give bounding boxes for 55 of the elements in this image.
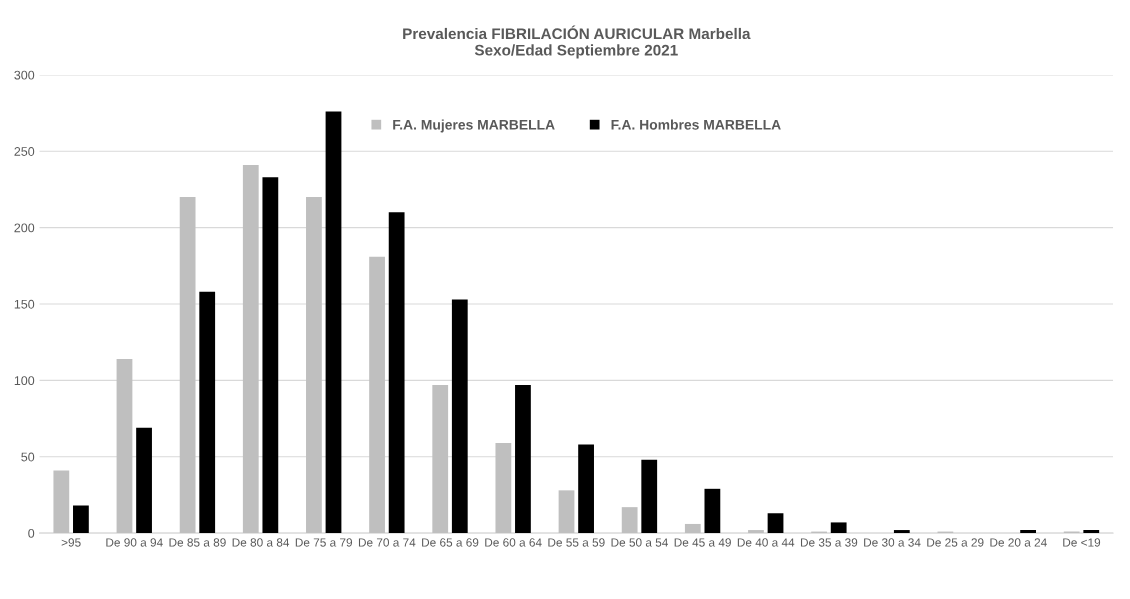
bar xyxy=(199,291,216,534)
y-tick-label: 300 xyxy=(14,70,35,80)
bar xyxy=(432,384,449,534)
bar xyxy=(621,507,638,534)
x-tick-label: De 30 a 34 xyxy=(864,538,921,547)
bar xyxy=(369,256,385,534)
bar xyxy=(830,522,847,534)
bar xyxy=(515,384,531,534)
bar xyxy=(893,530,910,534)
bar xyxy=(495,442,512,534)
x-tick-label: De 75 a 79 xyxy=(295,538,353,547)
bar xyxy=(53,470,70,534)
y-tick-label: 100 xyxy=(14,376,35,386)
bar xyxy=(73,505,89,534)
x-tick-label: De <19 xyxy=(1063,538,1101,547)
x-tick-label: De 35 a 39 xyxy=(800,538,858,547)
x-tick-label: De 80 a 84 xyxy=(232,538,290,547)
x-tick-label: De 70 a 74 xyxy=(358,538,416,547)
bar xyxy=(451,299,468,534)
x-tick-label: >95 xyxy=(61,538,81,547)
legend-label: F.A. Hombres MARBELLA xyxy=(611,119,781,130)
bar xyxy=(116,358,133,534)
bar xyxy=(1083,530,1100,534)
x-tick-label: De 45 a 49 xyxy=(674,538,731,547)
x-tick-label: De 25 a 29 xyxy=(927,538,984,547)
x-tick-label: De 40 a 44 xyxy=(737,538,795,547)
bar xyxy=(641,459,658,534)
bar xyxy=(767,513,784,534)
bar xyxy=(578,444,594,534)
bar xyxy=(179,197,196,534)
bar xyxy=(388,212,405,534)
bar xyxy=(306,197,322,534)
bar xyxy=(748,530,764,534)
legend-label: F.A. Mujeres MARBELLA xyxy=(393,119,555,133)
bar xyxy=(684,523,701,534)
y-tick-label: 200 xyxy=(14,223,35,233)
x-tick-label: De 90 a 94 xyxy=(106,538,163,547)
y-tick-label: 150 xyxy=(14,299,35,309)
x-tick-label: De 20 a 24 xyxy=(990,538,1047,547)
x-tick-label: De 55 a 59 xyxy=(548,538,605,547)
x-tick-label: De 50 a 54 xyxy=(611,538,668,547)
y-tick-label: 0 xyxy=(28,528,35,538)
y-tick-label: 50 xyxy=(21,452,35,462)
bar xyxy=(704,488,721,534)
bar xyxy=(242,164,259,534)
bar xyxy=(1020,530,1037,534)
chart-title: Prevalencia FIBRILACIÓN AURICULAR Marbella Sexo/Edad Septiembre 2021 xyxy=(403,25,751,59)
bar xyxy=(262,177,279,534)
y-tick-label: 250 xyxy=(14,147,35,156)
x-tick-label: De 60 a 64 xyxy=(485,538,542,547)
bar xyxy=(558,490,575,534)
x-tick-label: De 65 a 69 xyxy=(422,538,479,547)
bar xyxy=(325,111,342,534)
bar xyxy=(136,427,152,534)
x-tick-label: De 85 a 89 xyxy=(169,538,226,547)
